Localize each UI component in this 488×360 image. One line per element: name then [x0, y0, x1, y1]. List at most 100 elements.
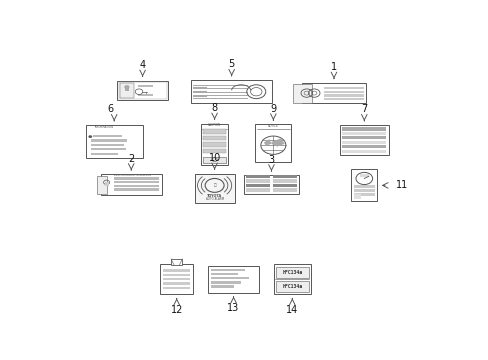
Bar	[323, 94, 363, 97]
Bar	[138, 85, 153, 87]
Bar	[93, 135, 122, 138]
Bar	[163, 278, 190, 280]
Bar	[323, 98, 363, 100]
Bar	[342, 145, 386, 148]
Text: 🚗: 🚗	[213, 183, 215, 188]
Bar	[203, 135, 225, 140]
Bar	[273, 175, 296, 179]
Bar	[201, 123, 228, 165]
Bar	[211, 277, 248, 279]
Polygon shape	[264, 139, 271, 146]
Text: 11: 11	[395, 180, 407, 190]
Circle shape	[88, 135, 92, 138]
Bar	[245, 188, 269, 192]
Bar	[163, 269, 190, 271]
Bar	[203, 142, 225, 147]
Bar	[203, 142, 225, 147]
Text: 7: 7	[361, 104, 366, 114]
Bar	[211, 273, 237, 275]
Bar	[85, 125, 142, 158]
Text: 6: 6	[107, 104, 113, 114]
Bar	[203, 149, 225, 153]
Text: INFORMATION: INFORMATION	[95, 125, 114, 129]
Bar	[207, 266, 259, 293]
Text: EMISSION CONTROL INFORMATION: EMISSION CONTROL INFORMATION	[114, 175, 151, 176]
Circle shape	[124, 85, 129, 89]
Bar	[275, 267, 308, 278]
Bar	[245, 175, 269, 179]
Text: 14: 14	[285, 305, 298, 315]
Bar	[353, 194, 360, 199]
Text: 5: 5	[228, 59, 234, 69]
Bar	[138, 94, 153, 96]
Bar	[255, 124, 291, 162]
Bar	[117, 81, 168, 100]
Bar	[353, 185, 374, 188]
Bar	[190, 80, 272, 103]
Text: 10: 10	[208, 153, 220, 163]
Text: HFC134a: HFC134a	[282, 284, 302, 289]
Text: TOYOTA: TOYOTA	[206, 194, 222, 198]
Bar	[160, 264, 193, 294]
Bar	[104, 182, 109, 186]
Bar	[114, 188, 158, 191]
Bar	[203, 135, 225, 140]
Polygon shape	[271, 138, 284, 147]
Bar	[211, 285, 233, 288]
Text: 12: 12	[170, 305, 183, 315]
Bar	[342, 127, 386, 131]
Bar	[353, 193, 374, 196]
Bar	[273, 184, 296, 187]
Bar	[114, 185, 158, 187]
Bar	[211, 281, 241, 284]
Text: 4: 4	[139, 60, 145, 70]
Bar	[342, 132, 386, 135]
Bar	[203, 129, 225, 134]
Bar	[323, 87, 363, 89]
Bar	[194, 174, 234, 203]
Bar	[163, 283, 190, 285]
Bar	[97, 176, 106, 194]
Text: 3: 3	[268, 154, 274, 165]
Bar	[273, 264, 310, 294]
Text: NOTICE: NOTICE	[267, 124, 278, 128]
Bar	[91, 139, 127, 141]
Bar	[342, 141, 386, 144]
Bar	[342, 150, 386, 153]
Bar	[342, 136, 386, 139]
Bar	[245, 179, 269, 183]
Bar	[120, 83, 133, 98]
Bar	[339, 125, 388, 156]
Bar	[203, 157, 225, 163]
Text: 9: 9	[270, 104, 276, 114]
Bar	[211, 269, 244, 271]
Bar	[323, 91, 363, 93]
Bar	[275, 281, 308, 292]
Text: 13: 13	[227, 303, 239, 313]
Bar	[203, 129, 225, 134]
Bar	[359, 174, 368, 177]
Bar	[351, 170, 376, 201]
Bar	[91, 148, 125, 150]
Bar	[203, 149, 225, 153]
Bar	[163, 274, 190, 276]
Text: HFC134a: HFC134a	[282, 270, 302, 275]
Bar	[353, 189, 374, 192]
Bar	[91, 144, 123, 146]
Bar	[273, 179, 296, 183]
Bar	[171, 259, 182, 265]
Bar	[91, 153, 118, 155]
Bar	[114, 181, 158, 183]
Text: AUTO ALARM: AUTO ALARM	[205, 197, 223, 201]
Text: 8: 8	[211, 103, 217, 113]
Bar	[118, 82, 166, 99]
Bar	[301, 83, 366, 103]
Bar	[245, 184, 269, 187]
Text: 1: 1	[330, 62, 336, 72]
Bar	[273, 188, 296, 192]
Bar	[101, 174, 161, 195]
Text: CAUTION: CAUTION	[207, 123, 221, 127]
Bar	[114, 177, 158, 180]
Bar	[163, 287, 190, 289]
Text: 2: 2	[128, 154, 134, 164]
